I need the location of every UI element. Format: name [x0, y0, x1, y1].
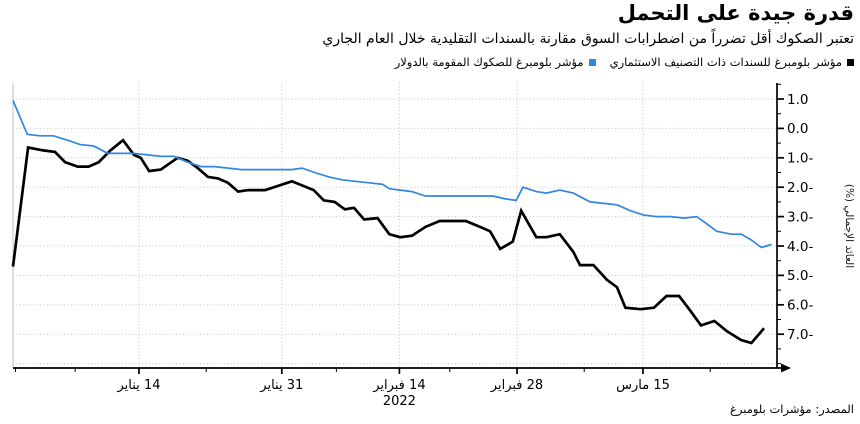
y-axis-title: العائد الإجمالي (%)	[843, 184, 855, 268]
y-tick-label: 6.0-	[787, 298, 813, 314]
x-tick-label: 14 فبراير	[372, 378, 425, 393]
y-tick-label: 7.0-	[787, 327, 813, 343]
x-tick-label: 28 فبراير	[490, 378, 543, 393]
y-tick-label: 2.0-	[787, 180, 813, 196]
y-tick-label: 0.0	[787, 121, 808, 137]
x-tick-label: 15 مارس	[616, 378, 670, 393]
source-note: المصدر: مؤشرات بلومبرغ	[730, 402, 854, 416]
legend-item-bonds: مؤشر بلومبرغ للسندات ذات التصنيف الاستثم…	[610, 55, 854, 69]
chart-legend: مؤشر بلومبرغ للسندات ذات التصنيف الاستثم…	[395, 55, 854, 69]
y-tick-label: 1.0	[787, 92, 808, 108]
legend-swatch-icon	[847, 58, 854, 66]
x-tick-label: 14 يناير	[117, 378, 161, 393]
x-tick-label: 31 يناير	[259, 378, 303, 393]
series-line-bonds	[11, 138, 766, 345]
y-tick-label: 4.0-	[787, 239, 813, 255]
legend-swatch-icon	[588, 58, 596, 66]
legend-label: مؤشر بلومبرغ للسندات ذات التصنيف الاستثم…	[609, 55, 842, 69]
x-axis-year-label: 2022	[383, 394, 416, 409]
series-line-sukuk	[12, 100, 772, 249]
legend-label: مؤشر بلومبرغ للصكوك المقومة بالدولار	[394, 55, 584, 69]
chart-title: قدرة جيدة على التحمل	[617, 1, 854, 25]
x-axis-arrow	[781, 363, 791, 373]
y-tick-label: 3.0-	[787, 209, 813, 225]
chart-subtitle: تعتبر الصكوك أقل تضرراً من اضطرابات السو…	[322, 31, 854, 47]
y-tick-label: 1.0-	[787, 151, 813, 167]
legend-item-sukuk: مؤشر بلومبرغ للصكوك المقومة بالدولار	[395, 55, 596, 69]
y-tick-label: 5.0-	[787, 268, 813, 284]
